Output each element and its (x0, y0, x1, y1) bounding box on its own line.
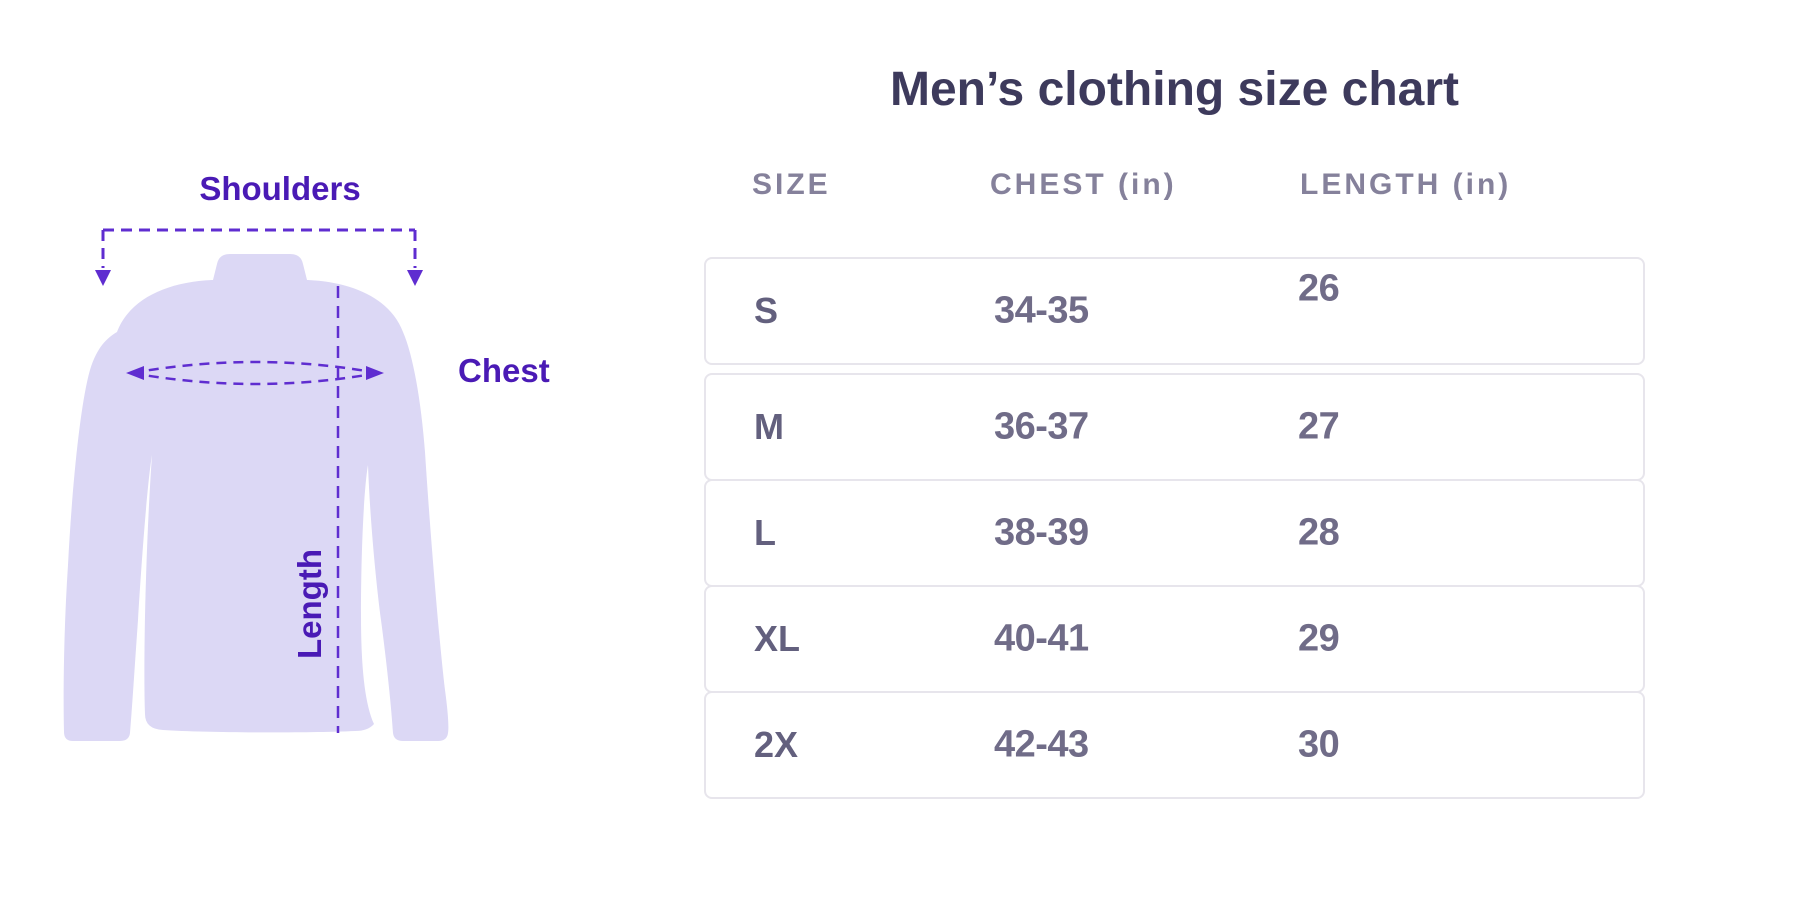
table-row: XL 40-41 29 (704, 585, 1645, 693)
length-label: Length (291, 549, 328, 659)
column-header-length: LENGTH (in) (1300, 168, 1512, 201)
cell-size: M (754, 406, 784, 447)
column-header-chest: CHEST (in) (990, 168, 1177, 201)
shirt-illustration: Shoulders Chest Length (0, 0, 700, 904)
cell-size: XL (754, 618, 801, 659)
column-header-size: SIZE (752, 168, 831, 201)
table-row: L 38-39 28 (704, 479, 1645, 587)
cell-chest: 36-37 (994, 405, 1089, 448)
cell-size: 2X (754, 724, 799, 765)
chest-measure-ellipse (131, 360, 379, 386)
cell-length: 26 (1298, 267, 1340, 310)
cell-size: S (754, 290, 779, 331)
cell-length: 30 (1298, 723, 1340, 766)
shirt-graphic (63, 228, 449, 741)
shoulders-label: Shoulders (199, 170, 361, 207)
shoulders-measure-bracket (101, 228, 417, 268)
cell-chest: 38-39 (994, 511, 1089, 554)
page-title: Men’s clothing size chart (890, 63, 1459, 116)
table-row: M 36-37 27 (704, 373, 1645, 481)
cell-length: 28 (1298, 511, 1340, 554)
arrow-down-right-icon (407, 270, 423, 286)
size-table: S 34-35 26 M 36-37 27 L 38-39 28 XL 40-41 29 2X 42-43… (704, 257, 1645, 799)
cell-chest: 34-35 (994, 289, 1089, 332)
cell-length: 27 (1298, 405, 1340, 448)
cell-size: L (754, 512, 776, 553)
arrow-left-icon (126, 366, 144, 380)
table-row: S 34-35 26 (704, 257, 1645, 365)
arrow-right-icon (366, 366, 384, 380)
size-chart-panel: Men’s clothing size chart SIZE CHEST (in… (704, 0, 1645, 904)
cell-chest: 40-41 (994, 617, 1089, 660)
shirt-body (63, 280, 449, 741)
table-header-row: SIZE CHEST (in) LENGTH (in) (704, 168, 1645, 210)
cell-chest: 42-43 (994, 723, 1089, 766)
table-row: 2X 42-43 30 (704, 691, 1645, 799)
arrow-down-left-icon (95, 270, 111, 286)
cell-length: 29 (1298, 617, 1340, 660)
chest-label: Chest (458, 352, 550, 389)
